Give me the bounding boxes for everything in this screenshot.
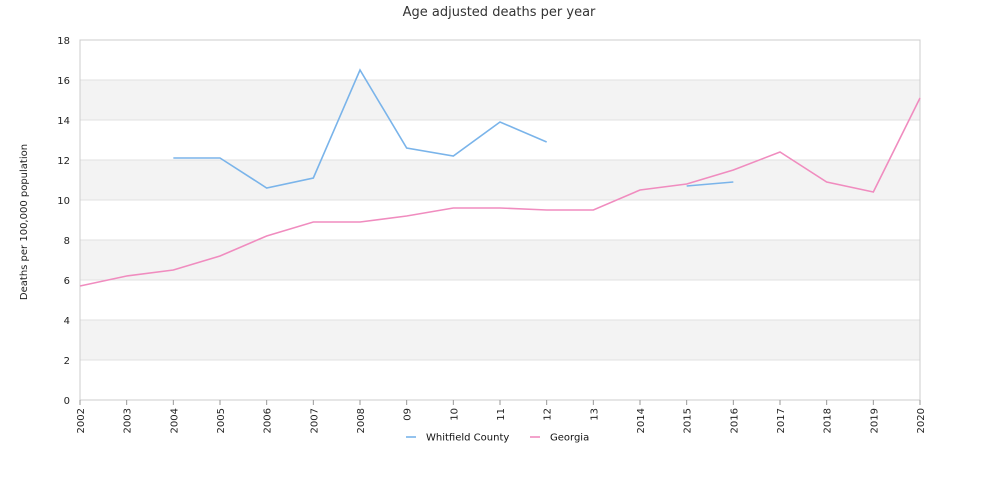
y-tick-label: 0 [64, 396, 70, 407]
y-tick-label: 6 [64, 276, 70, 287]
y-tick-label: 8 [64, 236, 70, 247]
y-axis-label: Deaths per 100,000 population [19, 144, 30, 300]
grid-band [80, 80, 920, 120]
x-tick-label: 09 [403, 408, 414, 421]
grid-bands [80, 80, 920, 360]
x-tick-label: 2014 [636, 408, 647, 433]
y-tick-label: 16 [57, 76, 70, 87]
y-tick-label: 14 [57, 116, 70, 127]
x-tick-label: 2007 [309, 408, 320, 433]
x-tick-label: 2019 [869, 408, 880, 433]
x-tick-label: 2003 [123, 408, 134, 433]
series-line-georgia [79, 97, 921, 287]
grid-band [80, 240, 920, 280]
chart-title: Age adjusted deaths per year [403, 5, 596, 20]
x-tick-label: 2006 [263, 408, 274, 433]
y-tick-label: 18 [57, 36, 70, 47]
legend-label: Whitfield County [426, 433, 509, 444]
x-tick-label: 2005 [216, 408, 227, 433]
x-tick-label: 2008 [356, 408, 367, 433]
y-tick-label: 10 [57, 196, 70, 207]
series-lines [79, 68, 921, 287]
series-line-whitfield-county [686, 181, 734, 187]
x-tick-label: 2015 [683, 408, 694, 433]
y-axis: 0 2 4 6 8 10 12 14 16 18 [57, 36, 70, 407]
series-line-whitfield-county [173, 68, 547, 189]
y-tick-label: 2 [64, 356, 70, 367]
grid-band [80, 320, 920, 360]
x-axis: 2002 2003 2004 2005 2006 2007 2008 09 10 11 12 13 20… [76, 400, 927, 433]
grid-band [80, 160, 920, 200]
legend: Whitfield County Georgia [406, 433, 589, 444]
x-tick-label: 12 [543, 408, 554, 421]
x-tick-label: 2018 [823, 408, 834, 433]
x-tick-label: 2004 [169, 408, 180, 433]
x-tick-label: 2016 [729, 408, 740, 433]
x-tick-label: 11 [496, 408, 507, 421]
legend-label: Georgia [550, 433, 589, 444]
x-tick-label: 10 [449, 408, 460, 421]
y-tick-label: 4 [64, 316, 70, 327]
x-tick-label: 2020 [916, 408, 927, 433]
x-tick-label: 13 [589, 408, 600, 421]
x-tick-label: 2017 [776, 408, 787, 433]
x-tick-label: 2002 [76, 408, 87, 433]
y-tick-label: 12 [57, 156, 70, 167]
